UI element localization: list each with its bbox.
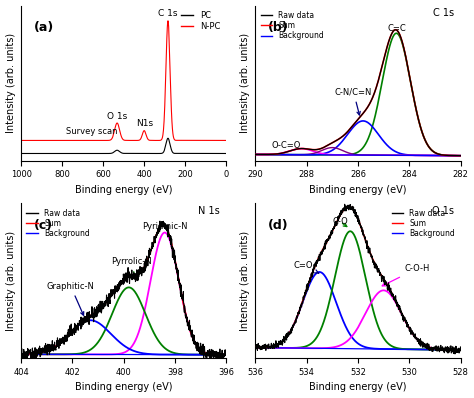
Text: C-O: C-O: [332, 217, 348, 226]
Text: C 1s: C 1s: [158, 10, 178, 18]
Y-axis label: Intensity (arb. units): Intensity (arb. units): [240, 230, 250, 331]
Text: C-O-H: C-O-H: [382, 264, 429, 286]
Y-axis label: Intensity (arb. units): Intensity (arb. units): [240, 33, 250, 133]
X-axis label: Binding energy (eV): Binding energy (eV): [75, 382, 173, 392]
X-axis label: Binding energy (eV): Binding energy (eV): [309, 185, 407, 195]
Text: Graphitic-N: Graphitic-N: [47, 282, 95, 315]
Text: O 1s: O 1s: [432, 206, 455, 216]
Text: (c): (c): [34, 219, 53, 232]
Text: O-C=O: O-C=O: [272, 141, 301, 150]
Legend: Raw data, Sum, Background: Raw data, Sum, Background: [25, 207, 91, 239]
Text: O 1s: O 1s: [107, 112, 127, 121]
Text: N 1s: N 1s: [198, 206, 220, 216]
Text: Survey scan: Survey scan: [66, 127, 118, 136]
Text: C-N/C=N: C-N/C=N: [335, 88, 372, 115]
Text: C 1s: C 1s: [433, 8, 455, 18]
Legend: PC, N-PC: PC, N-PC: [179, 10, 222, 33]
Legend: Raw data, Sum, Background: Raw data, Sum, Background: [259, 10, 326, 42]
Text: (a): (a): [34, 21, 54, 34]
Text: C=C: C=C: [387, 24, 406, 33]
Text: Pyrrolic-N: Pyrrolic-N: [111, 257, 152, 279]
Y-axis label: Intensity (arb. units): Intensity (arb. units): [6, 33, 16, 133]
X-axis label: Binding energy (eV): Binding energy (eV): [75, 185, 173, 195]
Text: C=O: C=O: [294, 261, 319, 273]
Text: N1s: N1s: [136, 119, 153, 128]
Text: Pyridinic-N: Pyridinic-N: [142, 222, 187, 231]
Text: (b): (b): [268, 21, 288, 34]
Y-axis label: Intensity (arb. units): Intensity (arb. units): [6, 230, 16, 331]
Text: (d): (d): [268, 219, 288, 232]
Legend: Raw data, Sum, Background: Raw data, Sum, Background: [390, 207, 456, 239]
X-axis label: Binding energy (eV): Binding energy (eV): [309, 382, 407, 392]
